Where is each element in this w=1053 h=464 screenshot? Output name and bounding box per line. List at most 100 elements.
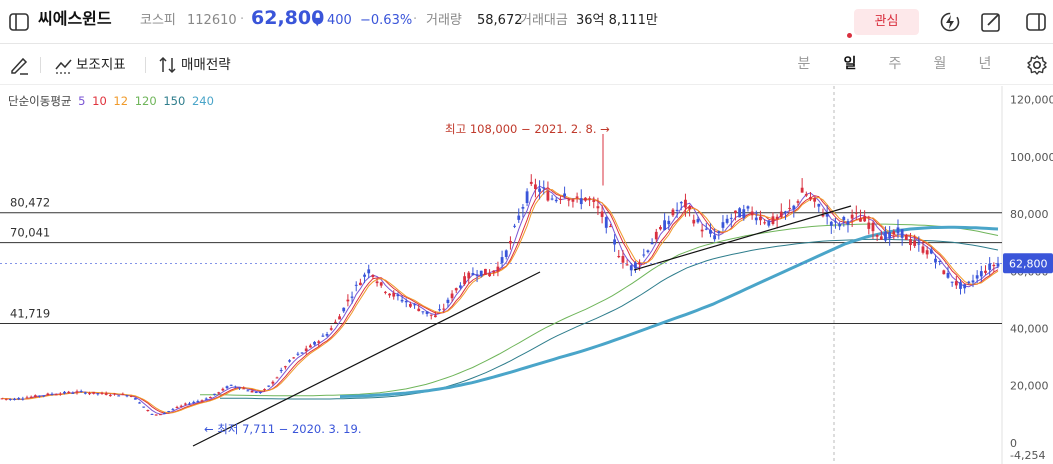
y-axis-tick-label: 40,000: [1010, 322, 1049, 335]
candle-body: [329, 328, 333, 330]
trend-line[interactable]: [633, 205, 852, 271]
candle-body: [413, 304, 416, 306]
candle-body: [208, 397, 212, 399]
candle-body: [58, 393, 62, 395]
indicators-button[interactable]: 보조지표: [76, 57, 126, 73]
candle-body: [308, 345, 312, 348]
candle-body: [238, 387, 241, 389]
candle-body: [567, 199, 571, 201]
volume-label: 거래량: [426, 13, 462, 28]
favorite-button[interactable]: 관심: [854, 9, 919, 35]
current-price-label: 62,800: [1009, 257, 1048, 270]
candle-body: [871, 222, 875, 232]
candle-body: [996, 263, 1000, 267]
y-axis-tick-label: -4,254: [1010, 449, 1045, 462]
candle-body: [950, 281, 954, 283]
split-view-icon[interactable]: [1025, 11, 1047, 33]
candle-body: [371, 275, 375, 278]
candle-body: [463, 276, 466, 285]
candle-body: [550, 198, 554, 200]
candle-body: [696, 219, 700, 223]
trade-amount-label: 거래대금: [520, 13, 568, 28]
candle-body: [759, 216, 762, 221]
period-week[interactable]: 주: [888, 56, 902, 72]
candle-body: [258, 392, 262, 394]
candle-body: [267, 385, 271, 387]
candle-body: [396, 294, 400, 297]
sort-strategy-icon[interactable]: [158, 55, 178, 75]
candle-body: [317, 341, 321, 343]
stock-name: 씨에스윈드: [38, 9, 112, 28]
settings-gear-icon[interactable]: [1026, 54, 1048, 76]
candle-body: [821, 214, 825, 217]
candle-body: [75, 391, 79, 393]
candle-body: [442, 308, 446, 310]
candle-body: [850, 214, 854, 219]
candle-body: [988, 263, 992, 270]
candle-body: [800, 187, 804, 193]
trading-strategy-button[interactable]: 매매전략: [181, 57, 231, 73]
candle-body: [117, 395, 121, 397]
candle-body: [584, 197, 587, 201]
candle-body: [917, 243, 921, 245]
candle-body: [713, 235, 717, 240]
candle-body: [942, 270, 946, 275]
candle-body: [654, 231, 658, 240]
candle-body: [725, 218, 729, 223]
stock-code: 112610: [187, 13, 237, 28]
period-month[interactable]: 월: [933, 56, 947, 72]
candle-body: [54, 394, 58, 396]
candle-body: [729, 217, 733, 219]
lightning-icon[interactable]: [939, 11, 961, 33]
candle-body: [721, 222, 725, 228]
candle-body: [688, 206, 692, 210]
candle-body: [859, 218, 862, 222]
candle-body: [496, 266, 500, 272]
candle-body: [954, 281, 958, 286]
candle-body: [229, 384, 233, 386]
candle-body: [779, 211, 783, 218]
candle-body: [404, 300, 408, 303]
candle-body: [842, 216, 846, 221]
candle-body: [92, 392, 96, 394]
ma120-line: [200, 223, 999, 397]
candle-body: [921, 246, 925, 253]
candle-body: [242, 388, 246, 390]
candle-body: [925, 250, 929, 255]
candle-body: [904, 234, 908, 240]
period-minute[interactable]: 분: [797, 56, 811, 72]
candle-body: [975, 275, 979, 279]
candle-body: [342, 307, 346, 312]
price-change: 400: [327, 13, 352, 28]
period-year[interactable]: 년: [978, 56, 992, 72]
candle-body: [809, 197, 812, 200]
candle-body: [459, 285, 462, 288]
y-axis-tick-label: 100,000: [1010, 151, 1053, 164]
candle-body: [675, 209, 679, 211]
candle-body: [588, 198, 591, 200]
candle-body: [971, 280, 975, 283]
candle-body: [409, 304, 412, 307]
candle-body: [704, 228, 708, 230]
candle-body: [175, 406, 179, 408]
candle-body: [604, 217, 608, 228]
trend-line[interactable]: [192, 271, 541, 447]
candle-body: [992, 264, 996, 267]
volume-value: 58,672: [477, 13, 523, 28]
candle-body: [579, 198, 583, 205]
candle-body: [563, 193, 566, 197]
candle-body: [500, 257, 504, 263]
price-change-percent: −0.63%: [360, 13, 413, 28]
sidebar-toggle-icon[interactable]: [8, 11, 30, 33]
drawing-pen-icon[interactable]: [9, 54, 31, 76]
candle-body: [529, 181, 533, 184]
price-chart[interactable]: 120,000100,00080,00060,00040,00020,0000-…: [0, 86, 1053, 464]
indicator-icon[interactable]: [54, 55, 74, 75]
edit-icon[interactable]: [980, 11, 1002, 33]
candle-body: [846, 221, 850, 225]
candle-body: [217, 392, 221, 394]
candle-body: [113, 393, 116, 395]
candle-body: [467, 272, 471, 279]
candle-body: [929, 249, 933, 254]
period-day[interactable]: 일: [843, 56, 857, 72]
